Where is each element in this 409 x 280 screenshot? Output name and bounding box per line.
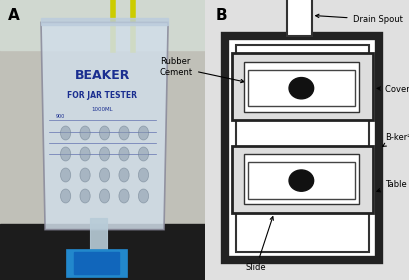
Circle shape bbox=[119, 147, 129, 161]
Text: 1000ML: 1000ML bbox=[92, 107, 113, 112]
Ellipse shape bbox=[288, 170, 313, 191]
Circle shape bbox=[119, 126, 129, 140]
Bar bbox=[225, 36, 378, 260]
Bar bbox=[243, 62, 358, 112]
Text: BEAKER: BEAKER bbox=[74, 69, 130, 82]
Bar bbox=[0, 224, 204, 280]
Circle shape bbox=[119, 168, 129, 182]
Text: FOR JAR TESTER: FOR JAR TESTER bbox=[67, 91, 137, 100]
Circle shape bbox=[80, 189, 90, 203]
Bar bbox=[231, 53, 372, 120]
Bar bbox=[286, 0, 311, 36]
Circle shape bbox=[80, 168, 90, 182]
Text: Cover Slip: Cover Slip bbox=[376, 85, 409, 94]
Bar bbox=[243, 154, 358, 204]
Text: A: A bbox=[8, 8, 20, 24]
Circle shape bbox=[138, 189, 148, 203]
Text: B: B bbox=[215, 8, 226, 24]
Bar bbox=[247, 162, 354, 199]
Ellipse shape bbox=[288, 78, 313, 99]
Circle shape bbox=[99, 168, 110, 182]
Circle shape bbox=[138, 126, 148, 140]
Circle shape bbox=[61, 168, 71, 182]
Circle shape bbox=[61, 126, 71, 140]
Bar bbox=[74, 252, 119, 274]
Text: 900: 900 bbox=[55, 114, 65, 119]
Text: Table: Table bbox=[376, 180, 406, 192]
Bar bbox=[247, 70, 354, 106]
Bar bbox=[0, 0, 204, 50]
Bar bbox=[90, 218, 106, 263]
Polygon shape bbox=[41, 22, 168, 230]
Circle shape bbox=[99, 189, 110, 203]
Text: Slide: Slide bbox=[245, 217, 273, 272]
Circle shape bbox=[61, 189, 71, 203]
Circle shape bbox=[99, 126, 110, 140]
Bar bbox=[235, 45, 368, 252]
Bar bbox=[65, 249, 127, 277]
Circle shape bbox=[80, 147, 90, 161]
Text: B-ker²: B-ker² bbox=[382, 133, 409, 146]
Text: Drain Spout: Drain Spout bbox=[315, 14, 402, 24]
Circle shape bbox=[80, 126, 90, 140]
Text: Rubber
Cement: Rubber Cement bbox=[160, 57, 243, 83]
Circle shape bbox=[138, 168, 148, 182]
Circle shape bbox=[119, 189, 129, 203]
Circle shape bbox=[61, 147, 71, 161]
Circle shape bbox=[138, 147, 148, 161]
Bar bbox=[41, 18, 168, 25]
Bar bbox=[231, 146, 372, 213]
Circle shape bbox=[99, 147, 110, 161]
